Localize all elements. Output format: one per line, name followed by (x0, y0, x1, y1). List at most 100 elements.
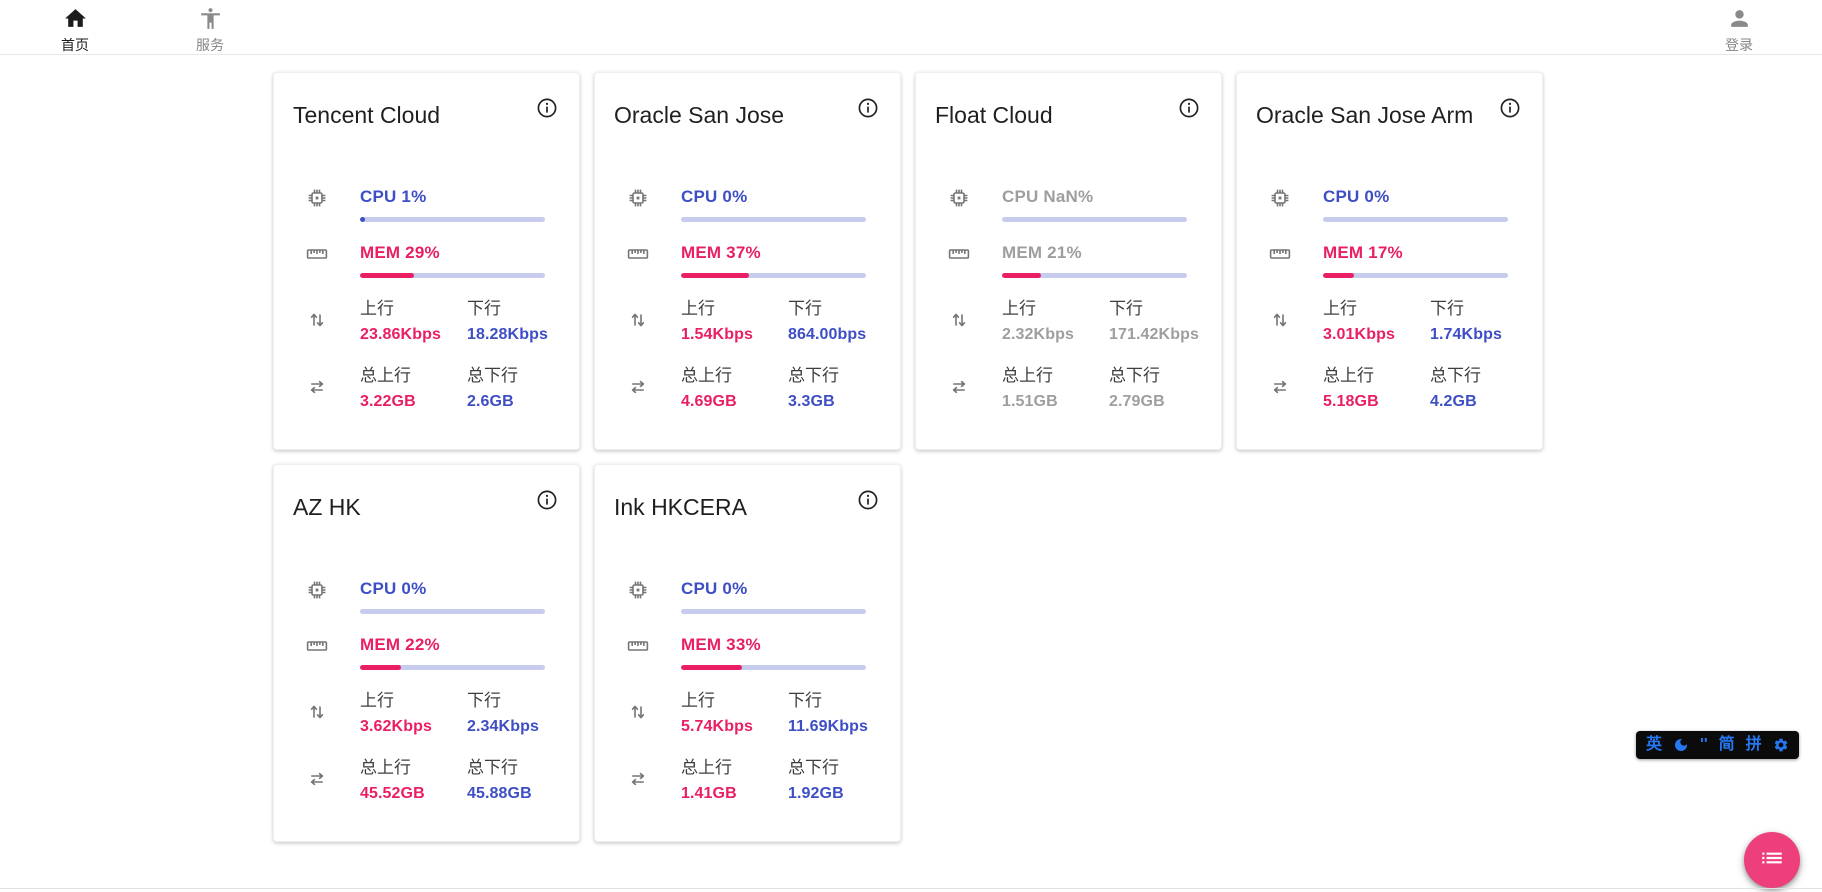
swap-horizontal-icon (595, 757, 681, 804)
total-download-label: 总下行 (1109, 366, 1160, 385)
upload-stat: 上行 3.01Kbps (1323, 298, 1430, 345)
upload-stat: 上行 2.32Kbps (1002, 298, 1109, 345)
total-upload-value: 1.51GB (1002, 393, 1058, 410)
swap-horizontal-icon (916, 365, 1002, 412)
ime-language-toggle[interactable]: 英 (1646, 736, 1663, 753)
total-upload-value: 4.69GB (681, 393, 737, 410)
mem-usage-label: MEM 37% (681, 243, 761, 262)
mem-metric: MEM 37% (681, 242, 866, 278)
upload-label: 上行 (1323, 299, 1357, 318)
cpu-row: CPU 0% (595, 578, 866, 614)
moon-icon[interactable] (1673, 737, 1689, 753)
total-upload-stat: 总上行 4.69GB (681, 365, 788, 412)
cpu-row: CPU 0% (595, 186, 866, 222)
ime-toolbar: 英 '' 简 拼 (1636, 731, 1799, 759)
mem-progress-fill (360, 273, 414, 278)
info-icon[interactable] (535, 488, 559, 512)
total-download-stat: 总下行 3.3GB (788, 365, 866, 412)
download-stat: 下行 171.42Kbps (1109, 298, 1199, 345)
info-icon[interactable] (1177, 96, 1201, 120)
cpu-progress-bar (360, 609, 545, 614)
total-upload-value: 45.52GB (360, 785, 425, 802)
mem-metric: MEM 33% (681, 634, 866, 670)
total-upload-label: 总上行 (360, 366, 411, 385)
cpu-chip-icon (595, 578, 681, 614)
download-value: 18.28Kbps (467, 326, 548, 343)
swap-vertical-icon (595, 690, 681, 737)
total-download-label: 总下行 (467, 758, 518, 777)
cpu-row: CPU 1% (274, 186, 545, 222)
nav-login-label: 登录 (1725, 37, 1753, 53)
upload-value: 5.74Kbps (681, 718, 753, 735)
mem-progress-fill (1323, 273, 1355, 278)
cpu-usage-label: CPU 0% (360, 579, 427, 598)
nav-right-group: 登录 (1700, 0, 1778, 54)
cpu-metric: CPU 0% (681, 578, 866, 614)
info-icon[interactable] (856, 488, 880, 512)
server-name: AZ HK (293, 494, 361, 520)
ruler-icon (595, 634, 681, 670)
swap-horizontal-icon (274, 757, 360, 804)
upload-stat: 上行 5.74Kbps (681, 690, 788, 737)
total-download-label: 总下行 (788, 366, 839, 385)
gear-icon[interactable] (1773, 737, 1789, 753)
cpu-usage-label: CPU 0% (681, 187, 748, 206)
mem-progress-bar (360, 273, 545, 278)
upload-stat: 上行 3.62Kbps (360, 690, 467, 737)
ruler-icon (595, 242, 681, 278)
ime-pinyin-toggle[interactable]: 拼 (1745, 736, 1762, 753)
swap-vertical-icon (595, 298, 681, 345)
mem-metric: MEM 22% (360, 634, 545, 670)
download-label: 下行 (467, 299, 501, 318)
total-upload-label: 总上行 (681, 366, 732, 385)
ime-simplified-toggle[interactable]: 简 (1718, 736, 1735, 753)
download-label: 下行 (1109, 299, 1143, 318)
info-icon[interactable] (1498, 96, 1522, 120)
total-download-label: 总下行 (788, 758, 839, 777)
cpu-row: CPU NaN% (916, 186, 1187, 222)
total-upload-stat: 总上行 45.52GB (360, 757, 467, 804)
rate-row: 上行 2.32Kbps 下行 171.42Kbps (916, 298, 1199, 345)
total-upload-stat: 总上行 5.18GB (1323, 365, 1430, 412)
server-name: Oracle San Jose Arm (1256, 102, 1474, 128)
card-header: Oracle San Jose (595, 73, 900, 130)
cpu-progress-bar (1002, 217, 1187, 222)
download-stat: 下行 864.00bps (788, 298, 866, 345)
card-stats: CPU 0% MEM 22% (274, 578, 579, 804)
nav-left-group: 首页 服务 (36, 0, 249, 54)
upload-stat: 上行 23.86Kbps (360, 298, 467, 345)
swap-vertical-icon (1237, 298, 1323, 345)
download-label: 下行 (467, 691, 501, 710)
total-row: 总上行 3.22GB 总下行 2.6GB (274, 365, 545, 412)
upload-value: 3.62Kbps (360, 718, 432, 735)
nav-item-login[interactable]: 登录 (1700, 0, 1778, 54)
info-icon[interactable] (535, 96, 559, 120)
cpu-usage-label: CPU 0% (681, 579, 748, 598)
account-icon (1727, 6, 1752, 36)
info-icon[interactable] (856, 96, 880, 120)
upload-label: 上行 (360, 691, 394, 710)
cpu-progress-bar (1323, 217, 1508, 222)
download-stat: 下行 1.74Kbps (1430, 298, 1508, 345)
nav-item-services[interactable]: 服务 (171, 0, 249, 54)
server-card: Oracle San Jose Arm (1236, 72, 1543, 450)
card-header: Oracle San Jose Arm (1237, 73, 1542, 130)
total-download-value: 4.2GB (1430, 393, 1477, 410)
total-download-label: 总下行 (1430, 366, 1481, 385)
total-upload-label: 总上行 (1323, 366, 1374, 385)
cpu-chip-icon (916, 186, 1002, 222)
total-upload-label: 总上行 (360, 758, 411, 777)
mem-usage-label: MEM 21% (1002, 243, 1082, 262)
server-list-fab[interactable] (1744, 832, 1800, 888)
nav-item-home[interactable]: 首页 (36, 0, 114, 54)
swap-horizontal-icon (1237, 365, 1323, 412)
mem-progress-fill (681, 273, 750, 278)
swap-vertical-icon (916, 298, 1002, 345)
cpu-chip-icon (595, 186, 681, 222)
ime-punctuation-toggle[interactable]: '' (1700, 736, 1708, 753)
mem-progress-fill (1002, 273, 1041, 278)
mem-metric: MEM 21% (1002, 242, 1187, 278)
cpu-usage-label: CPU NaN% (1002, 187, 1094, 206)
download-value: 864.00bps (788, 326, 867, 343)
card-stats: CPU 0% MEM 33% (595, 578, 900, 804)
